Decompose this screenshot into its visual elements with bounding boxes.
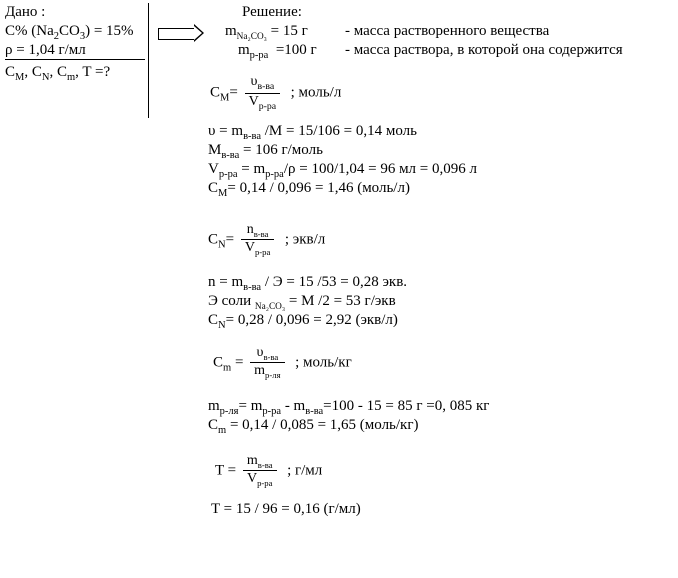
text: =100 - 15 = 85 г =0, 085 кг [323,398,489,414]
sub: M [218,188,227,199]
text: V [208,161,219,177]
sub: р-ля [265,370,281,380]
fraction: υв-ва mр-ля [250,345,284,381]
text: С% (Na [5,23,54,39]
sub: m [223,362,231,373]
text: m [254,363,265,378]
text: m [247,453,258,468]
given-title: Дано : [5,3,45,21]
text: CO [59,23,80,39]
text: ) = 15% [85,23,133,39]
text: = 15 г [267,23,308,39]
text: = m [238,161,266,177]
text: V [249,94,259,109]
text: =100 г [276,42,317,58]
sub: m [218,425,226,436]
sub: в-ва [263,352,278,362]
sub: в-ва [254,229,269,239]
given-divider [5,59,145,60]
text: m [225,23,237,39]
mass-solution: mр-ра =100 г [238,41,317,63]
text: = m [239,398,263,414]
text: V [247,471,257,486]
cm-formula: CM= υв-ва Vр-ра ; моль/л [210,74,341,112]
text: = M /2 = 53 г/экв [285,293,396,309]
fraction: mв-ва Vр-ра [243,453,277,489]
text: , C [49,64,67,80]
sub: р-ра [255,247,270,257]
sub: N [218,239,226,250]
text: C [208,180,218,196]
cmolal-result: Cm = 0,14 / 0,085 = 1,65 (моль/кг) [208,416,419,438]
text: , C [24,64,42,80]
cn-formula: CN= nв-ва Vр-ра ; экв/л [208,222,325,258]
text: C [210,85,220,101]
text: , T =? [75,64,110,80]
text: n [247,222,254,237]
given-line-3: CM, CN, Cm, T =? [5,63,110,85]
text: T = [215,462,236,478]
text: ; моль/кг [295,354,352,370]
sub: в-ва [257,81,274,92]
text: / Э = 15 /53 = 0,28 экв. [261,274,407,290]
text: = [229,85,237,101]
text: m [208,398,220,414]
text: - m [281,398,305,414]
text: C [208,417,218,433]
text: /M = 15/106 = 0,14 моль [261,123,417,139]
sub: M [15,72,24,83]
sub: N [218,320,226,331]
cn-result: CN= 0,28 / 0,096 = 2,92 (экв/л) [208,311,398,333]
text: n = m [208,274,243,290]
sub: в-ва [258,460,273,470]
text: = 0,28 / 0,096 = 2,92 (экв/л) [226,312,398,328]
sub: р-ра [257,478,272,488]
cm-result: CM= 0,14 / 0,096 = 1,46 (моль/л) [208,179,410,201]
text: C [5,64,15,80]
sub: р-ра [250,50,269,61]
arrow-icon [158,24,202,42]
vertical-divider [148,3,149,118]
given-line-2: ρ = 1,04 г/мл [5,41,86,59]
text: Э соли [208,293,255,309]
text: C [213,354,223,370]
sub: р-ра [259,100,276,111]
text: υ = m [208,123,243,139]
text: = [226,231,234,247]
text: ; г/мл [287,462,322,478]
text: ; моль/л [291,85,342,101]
sub: m [67,72,75,83]
equivalent-calc: Э соли Na₂CO₃ = M /2 = 53 г/экв [208,292,396,313]
text: C [208,231,218,247]
text: C [208,312,218,328]
fraction: nв-ва Vр-ра [241,222,275,258]
solution-title: Решение: [242,3,302,21]
mass-solution-note: - масса раствора, в которой она содержит… [345,41,623,59]
page-root: Дано : С% (Na2CO3) = 15% ρ = 1,04 г/мл C… [0,0,678,578]
mass-solute-note: - масса растворенного вещества [345,22,549,40]
text: = 0,14 / 0,096 = 1,46 (моль/л) [227,180,410,196]
text: V [245,240,255,255]
mass-solute: mNa₂CO₃ = 15 г [225,22,308,43]
titer-result: T = 15 / 96 = 0,16 (г/мл) [211,500,361,518]
text: = [231,354,243,370]
sub: M [220,93,229,104]
text: m [238,42,250,58]
text: /ρ = 100/1,04 = 96 мл = 0,096 л [284,161,477,177]
fraction: υв-ва Vр-ра [245,74,281,112]
titer-formula: T = mв-ва Vр-ра ; г/мл [215,453,322,489]
cmolal-formula: Cm = υв-ва mр-ля ; моль/кг [213,345,352,381]
text: = 0,14 / 0,085 = 1,65 (моль/кг) [226,417,418,433]
text: = 106 г/моль [239,142,323,158]
text: ; экв/л [285,231,325,247]
text: M [208,142,221,158]
